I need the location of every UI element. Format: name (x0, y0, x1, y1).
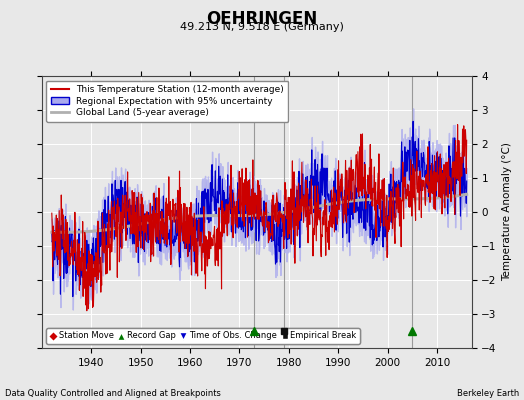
Text: Data Quality Controlled and Aligned at Breakpoints: Data Quality Controlled and Aligned at B… (5, 389, 221, 398)
Legend: Station Move, Record Gap, Time of Obs. Change, Empirical Break: Station Move, Record Gap, Time of Obs. C… (46, 328, 360, 344)
Text: OEHRINGEN: OEHRINGEN (206, 10, 318, 28)
Text: Berkeley Earth: Berkeley Earth (456, 389, 519, 398)
Y-axis label: Temperature Anomaly (°C): Temperature Anomaly (°C) (502, 142, 512, 282)
Text: 49.213 N, 9.518 E (Germany): 49.213 N, 9.518 E (Germany) (180, 22, 344, 32)
